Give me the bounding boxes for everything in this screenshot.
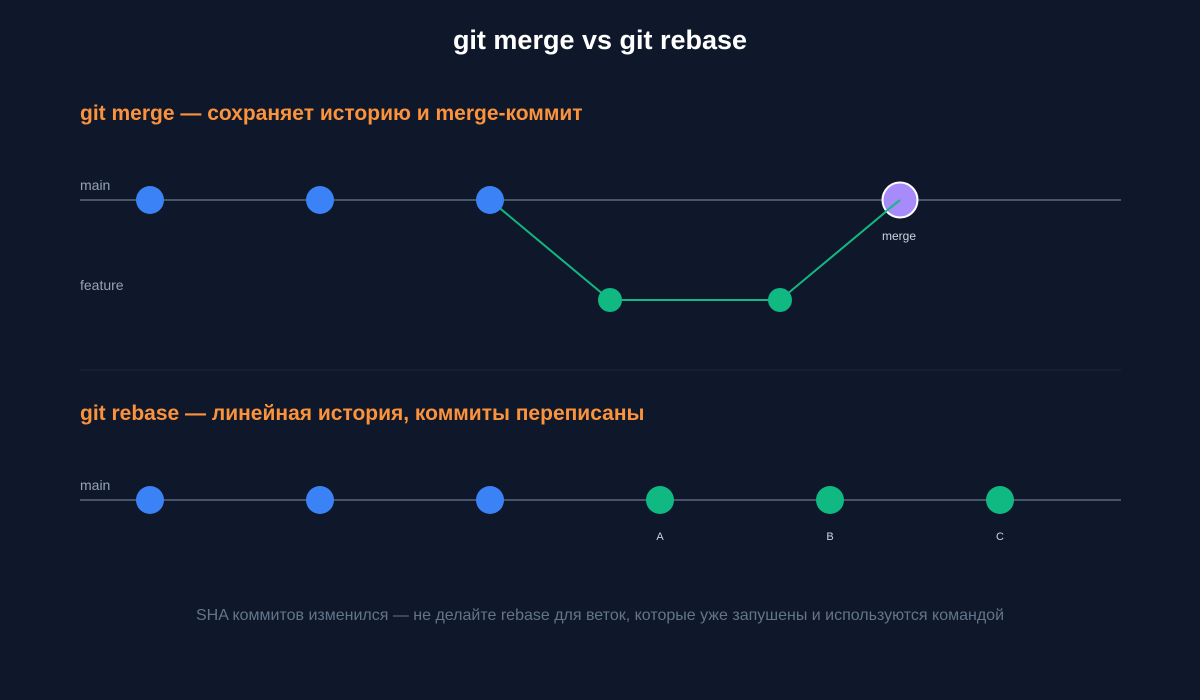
feature-commit-1: [598, 288, 622, 312]
merge-main-commit-2: [306, 186, 334, 214]
rebased-commit-a-label: A: [656, 531, 664, 543]
feature-branch-out-edge: [489, 199, 611, 301]
rebased-commit-b: [816, 486, 844, 514]
diagram-title: git merge vs git rebase: [453, 25, 747, 55]
rebased-commit-c: [986, 486, 1014, 514]
rebased-commit-a: [646, 486, 674, 514]
feature-branch-merge-edge: [779, 199, 901, 301]
rebase-main-commit-3: [476, 486, 504, 514]
rebase-main-branch-label: main: [80, 477, 110, 493]
merge-feature-branch-label: feature: [80, 277, 124, 293]
merge-section: git merge — сохраняет историю и merge-ко…: [80, 102, 1121, 312]
rebased-commit-b-label: B: [826, 531, 833, 543]
rebased-commit-c-label: C: [996, 531, 1004, 543]
merge-commit-label: merge: [882, 229, 916, 243]
merge-main-branch-label: main: [80, 177, 110, 193]
rebase-section-title: git rebase — линейная история, коммиты п…: [80, 402, 644, 425]
merge-section-title: git merge — сохраняет историю и merge-ко…: [80, 102, 583, 125]
footnote: SHA коммитов изменился — не делайте reba…: [196, 607, 1004, 624]
rebase-main-commit-1: [136, 486, 164, 514]
rebase-section: git rebase — линейная история, коммиты п…: [80, 402, 1121, 543]
rebase-main-commit-2: [306, 486, 334, 514]
merge-commit-overlay-edge: [884, 199, 901, 213]
feature-commit-2: [768, 288, 792, 312]
merge-main-commit-3: [476, 186, 504, 214]
merge-main-commit-1: [136, 186, 164, 214]
